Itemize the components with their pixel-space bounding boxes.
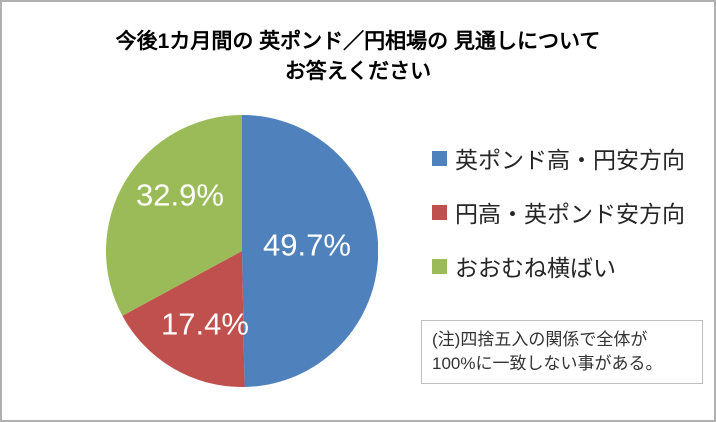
pie-chart: 49.7% 17.4% 32.9%: [106, 115, 378, 387]
legend-label: おおむね横ばい: [455, 255, 616, 281]
note-line2: 100%に一致しない事がある。: [432, 354, 663, 373]
note-box: (注)四捨五入の関係で全体が 100%に一致しない事がある。: [421, 320, 703, 384]
legend-item: 英ポンド高・円安方向: [432, 144, 685, 173]
legend-item: 円高・英ポンド安方向: [432, 198, 685, 227]
pie-slice: [106, 115, 242, 316]
pie-value-label: 49.7%: [263, 228, 351, 263]
legend-swatch-red: [432, 204, 447, 220]
legend: 英ポンド高・円安方向 円高・英ポンド安方向 おおむね横ばい: [432, 144, 685, 306]
pie-value-label: 17.4%: [161, 307, 249, 342]
legend-item: おおむね横ばい: [432, 252, 685, 281]
pie-value-label: 32.9%: [136, 178, 224, 213]
legend-swatch-green: [432, 258, 447, 274]
pie-slice: [242, 115, 378, 387]
chart-title-line1: 今後1カ月間の 英ポンド／円相場の 見通しについて: [115, 30, 601, 53]
pie-chart-area: 49.7% 17.4% 32.9%: [106, 115, 378, 387]
pie-slice: [122, 251, 245, 387]
legend-label: 円高・英ポンド安方向: [455, 201, 685, 227]
legend-label: 英ポンド高・円安方向: [455, 147, 685, 173]
chart-title: 今後1カ月間の 英ポンド／円相場の 見通しについて お答えください: [2, 27, 714, 87]
chart-title-line2: お答えください: [284, 60, 432, 83]
legend-swatch-blue: [432, 150, 447, 166]
note-line1: (注)四捨五入の関係で全体が: [432, 330, 648, 349]
